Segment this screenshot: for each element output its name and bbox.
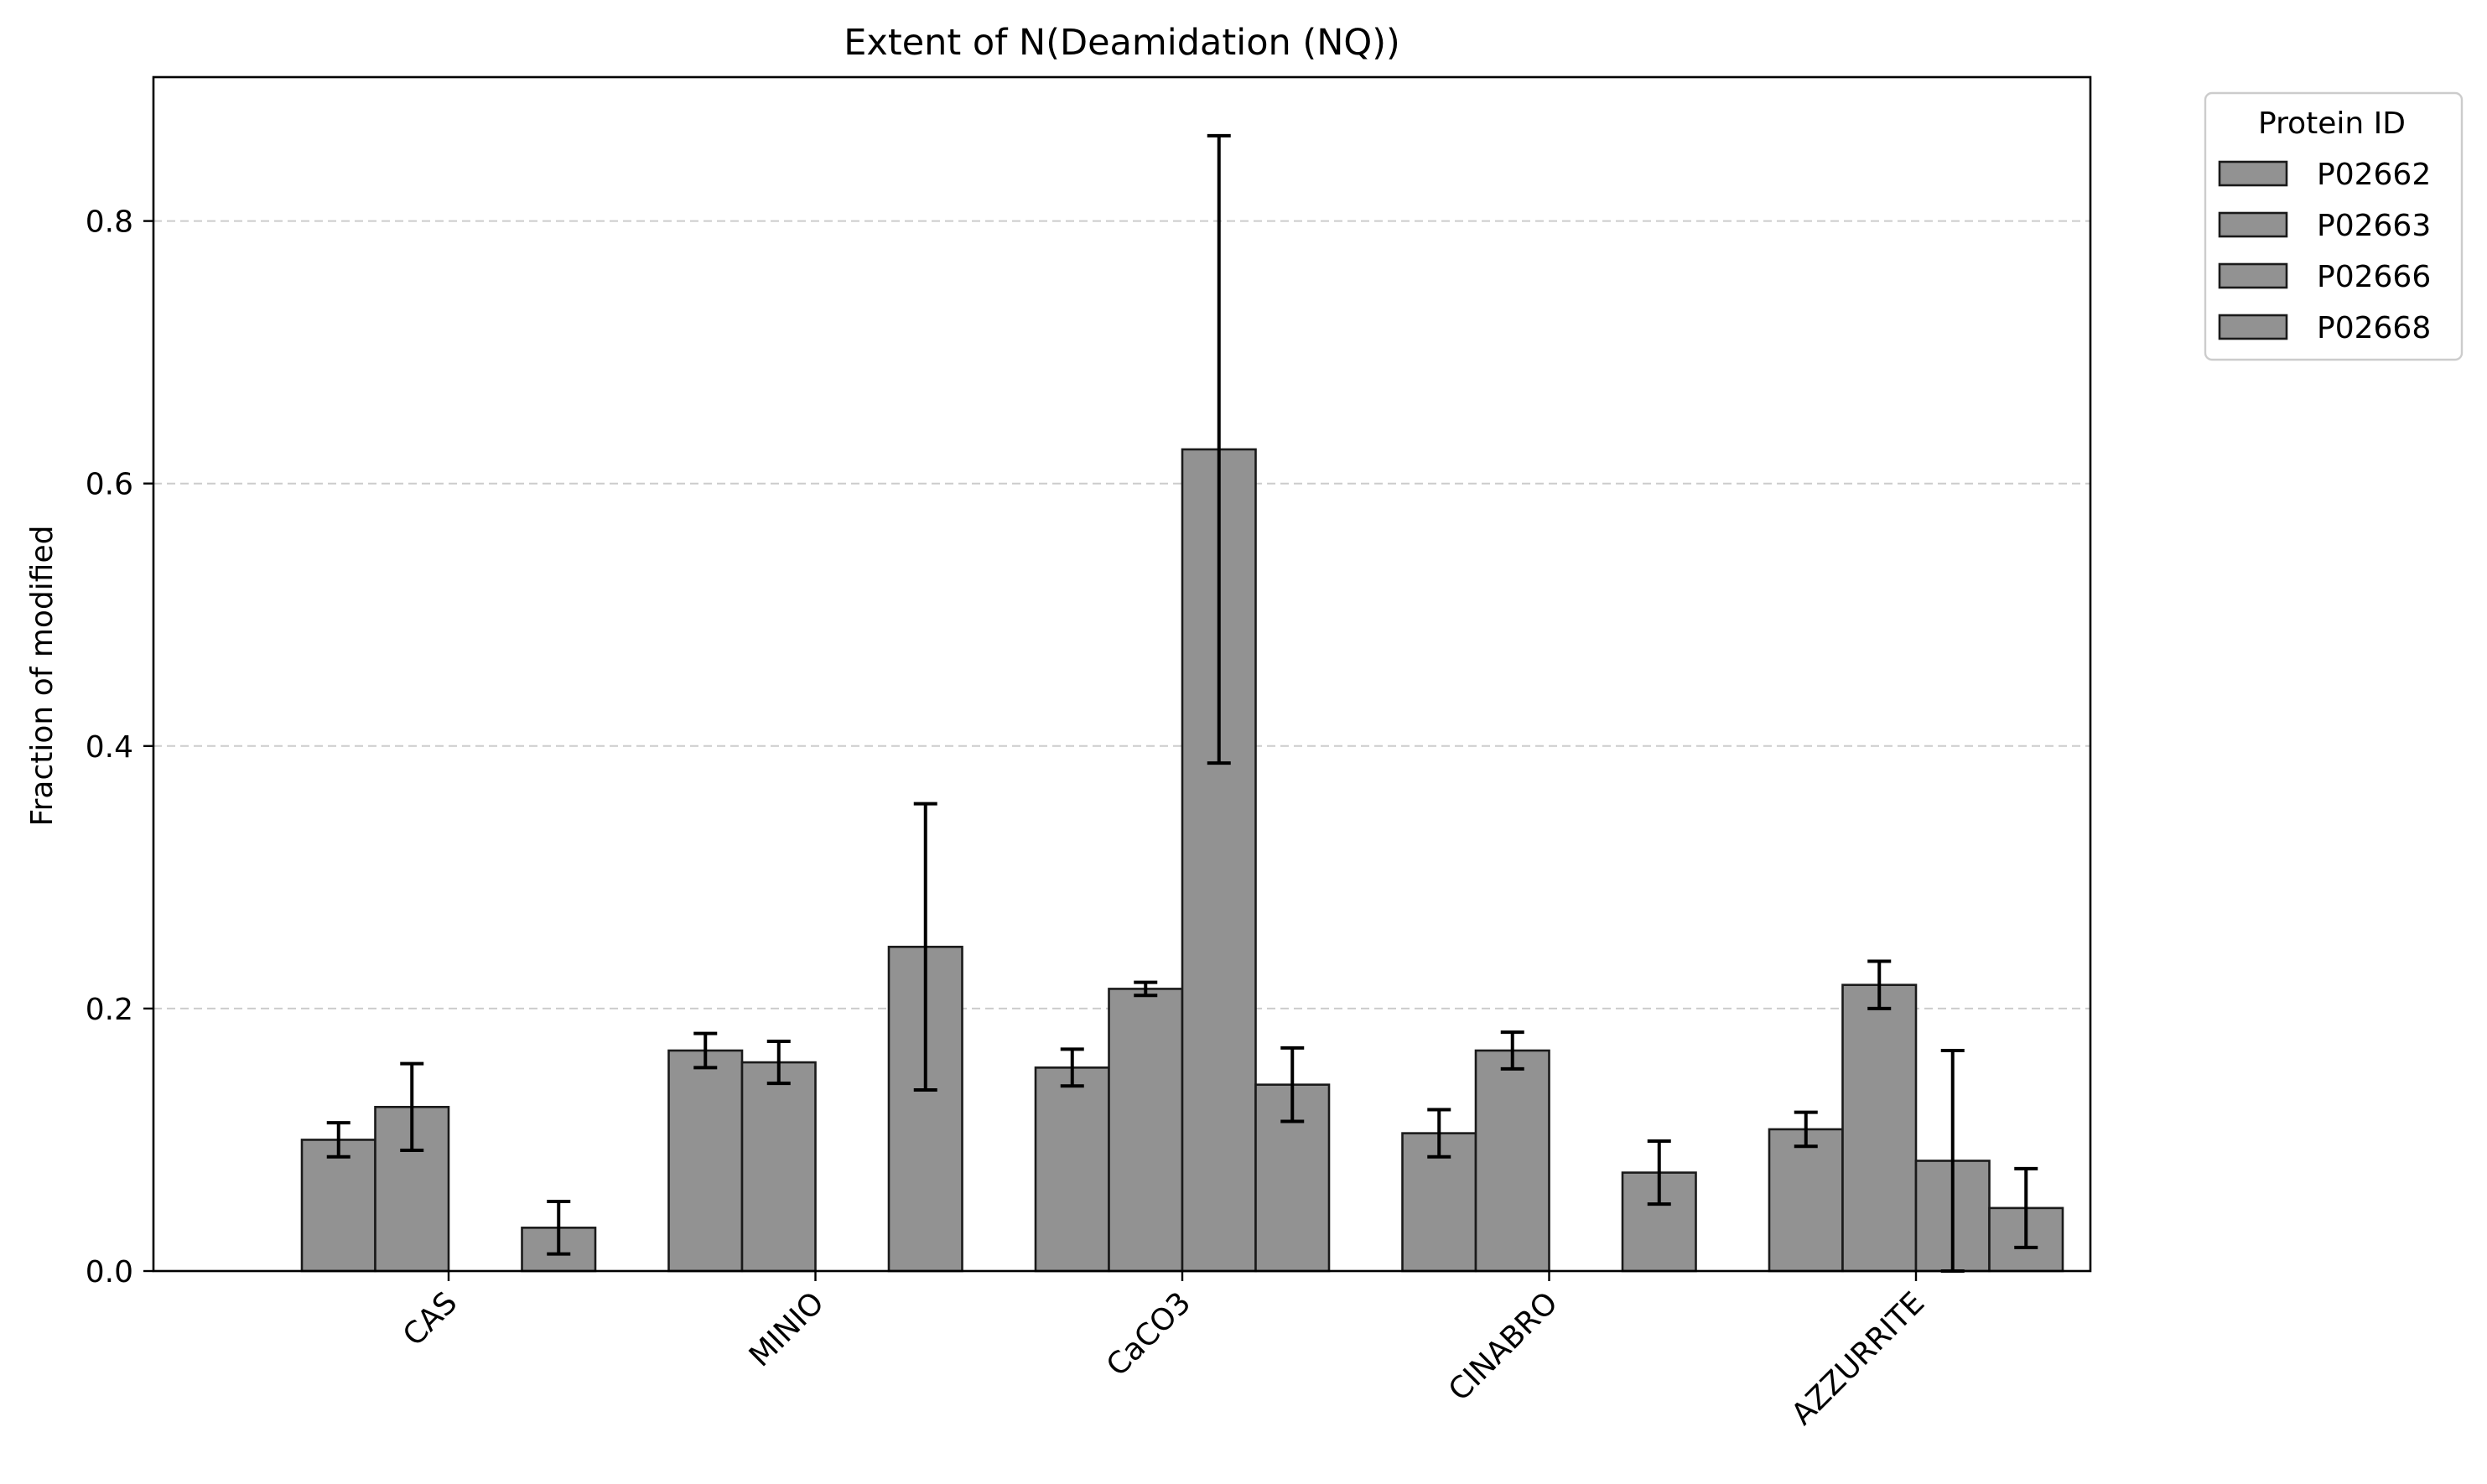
- error-bar-P02662-AZZURRITE: [1794, 1110, 1818, 1149]
- error-bar-P02668-CaCO3: [1280, 1046, 1305, 1123]
- legend-swatch: [2218, 262, 2288, 289]
- y-axis: 0.0 0.2 0.4 0.6 0.8: [86, 205, 153, 1289]
- legend-item-P02663: P02663: [2218, 209, 2431, 243]
- legend: Protein ID P02662 P02663 P02666 P02668: [2204, 91, 2464, 361]
- legend-label: P02668: [2317, 311, 2431, 345]
- plot-frame: [152, 75, 2092, 1273]
- legend-title: Protein ID: [2258, 106, 2406, 141]
- legend-frame: [2204, 91, 2464, 361]
- bar-P02663-CINABRO: [1474, 1049, 1550, 1273]
- bar-P02662-CAS: [300, 1139, 376, 1273]
- y-axis-label: Fraction of modified: [25, 526, 60, 827]
- bar-P02663-MINIO: [740, 1061, 817, 1273]
- error-bar-P02668-CAS: [547, 1200, 571, 1256]
- y-tick-label: 0.2: [86, 993, 133, 1027]
- legend-items: P02662 P02663 P02666 P02668: [2218, 158, 2431, 345]
- error-bar-P02668-AZZURRITE: [2014, 1166, 2038, 1249]
- legend-label: P02662: [2317, 158, 2431, 192]
- y-tick-label: 0.0: [86, 1255, 133, 1289]
- legend-label: P02666: [2317, 260, 2431, 294]
- error-bar-P02668-MINIO: [913, 802, 937, 1092]
- legend-swatch: [2218, 314, 2288, 340]
- error-bar-P02663-CAS: [400, 1061, 424, 1152]
- bars: [300, 448, 2064, 1273]
- error-bar-P02663-AZZURRITE: [1867, 959, 1892, 1010]
- error-bar-P02662-CINABRO: [1427, 1108, 1451, 1159]
- legend-item-P02662: P02662: [2218, 158, 2431, 192]
- legend-swatch: [2218, 211, 2288, 238]
- legend-item-P02668: P02668: [2218, 311, 2431, 345]
- bar-P02662-CaCO3: [1034, 1066, 1110, 1273]
- legend-label: P02663: [2317, 209, 2431, 243]
- bar-P02662-MINIO: [667, 1049, 744, 1273]
- error-bar-P02663-CINABRO: [1500, 1030, 1524, 1071]
- y-tick-label: 0.8: [86, 205, 133, 240]
- grid-lines: [153, 220, 2090, 1009]
- error-bar-P02662-CAS: [326, 1121, 350, 1159]
- error-bar-P02663-MINIO: [766, 1040, 791, 1086]
- chart-title: Extent of N(Deamidation (NQ)): [844, 22, 1400, 64]
- bar-P02662-AZZURRITE: [1768, 1128, 1844, 1273]
- bar-P02663-CaCO3: [1108, 988, 1184, 1273]
- bar-P02663-AZZURRITE: [1841, 983, 1918, 1273]
- error-bar-P02666-CaCO3: [1207, 133, 1231, 765]
- error-bars: [326, 133, 2038, 1273]
- y-tick-label: 0.4: [86, 730, 133, 765]
- error-bar-P02663-CaCO3: [1134, 980, 1158, 998]
- error-bar-P02662-CaCO3: [1060, 1047, 1084, 1088]
- legend-item-P02666: P02666: [2218, 260, 2431, 294]
- error-bar-P02662-MINIO: [693, 1031, 718, 1070]
- legend-swatch: [2218, 160, 2288, 187]
- error-bar-P02668-CINABRO: [1647, 1139, 1671, 1206]
- y-tick-label: 0.6: [86, 468, 133, 502]
